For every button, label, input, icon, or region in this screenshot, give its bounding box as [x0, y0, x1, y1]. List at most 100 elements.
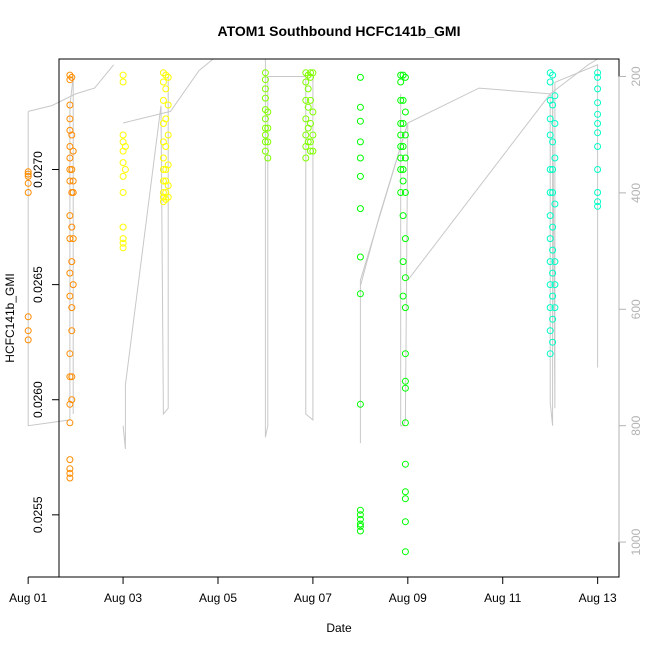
y2-tick-label: 600 — [629, 299, 643, 319]
data-point — [66, 166, 74, 173]
data-point — [159, 78, 167, 86]
data-point — [399, 212, 407, 220]
data-point — [594, 73, 602, 81]
data-point — [69, 189, 77, 196]
data-point — [66, 469, 74, 477]
data-point — [69, 281, 77, 289]
data-point — [302, 154, 310, 162]
data-point — [401, 73, 409, 81]
data-point — [302, 131, 310, 139]
data-point — [66, 400, 74, 408]
data-point — [356, 506, 364, 514]
data-point — [159, 96, 167, 104]
data-point — [397, 96, 405, 104]
data-point — [119, 239, 127, 247]
data-point — [549, 269, 557, 277]
data-point — [546, 304, 554, 312]
data-point — [307, 96, 314, 104]
data-point — [164, 101, 172, 109]
data-point — [164, 182, 172, 190]
data-point — [164, 161, 172, 169]
data-point — [264, 138, 272, 146]
data-point — [302, 115, 310, 123]
data-point — [546, 235, 554, 243]
data-point — [356, 527, 364, 535]
data-point — [24, 336, 32, 344]
data-point — [119, 172, 127, 180]
data-point — [401, 488, 409, 496]
data-point — [24, 170, 32, 178]
data-point — [66, 154, 74, 162]
data-point — [119, 235, 127, 243]
data-point — [401, 304, 409, 312]
data-point — [66, 456, 74, 464]
data-point — [401, 154, 409, 162]
data-point — [594, 69, 602, 77]
data-point — [549, 71, 557, 79]
data-point — [356, 138, 364, 146]
data-point — [401, 419, 409, 427]
data-points — [24, 69, 602, 556]
x-axis-label: Date — [326, 621, 352, 635]
data-point — [159, 177, 167, 185]
altitude-profile — [122, 76, 169, 450]
data-point — [397, 131, 405, 139]
data-point — [264, 108, 272, 116]
x-tick-label: Aug 13 — [579, 591, 617, 605]
data-point — [594, 189, 602, 196]
y-tick-label: 0.0270 — [31, 151, 45, 188]
data-point — [24, 172, 32, 180]
data-point — [594, 120, 602, 127]
y-axis-label: HCFC141b_GMI — [3, 273, 17, 362]
data-point — [69, 235, 77, 243]
data-point — [594, 85, 602, 93]
data-point — [162, 115, 170, 123]
data-point — [302, 78, 310, 86]
data-point — [162, 195, 170, 203]
data-point — [397, 78, 405, 86]
altitude-profile — [359, 93, 409, 444]
data-point — [551, 281, 559, 289]
data-point — [546, 166, 554, 173]
chart-title: ATOM1 Southbound HCFC141b_GMI — [218, 23, 461, 39]
data-point — [66, 143, 74, 150]
data-point — [119, 189, 127, 196]
data-point — [66, 419, 74, 427]
data-point — [307, 69, 314, 77]
altitude-track — [28, 64, 114, 112]
y2-tick-label: 1000 — [629, 528, 643, 555]
data-point — [594, 166, 602, 173]
data-point — [549, 138, 557, 146]
data-point — [66, 115, 74, 123]
data-point — [68, 258, 76, 266]
y2-tick-label: 200 — [629, 66, 643, 86]
data-point — [594, 99, 602, 107]
data-point — [68, 373, 76, 381]
data-point — [66, 465, 74, 473]
data-point — [119, 223, 127, 231]
data-point — [551, 92, 559, 100]
x-tick-label: Aug 11 — [484, 591, 521, 605]
data-point — [68, 166, 76, 173]
y2-tick-label: 400 — [629, 183, 643, 203]
data-point — [356, 515, 364, 523]
data-point — [356, 154, 364, 162]
data-point — [66, 101, 74, 109]
data-point — [401, 548, 409, 556]
data-point — [261, 147, 269, 155]
data-point — [399, 292, 407, 300]
data-point — [356, 290, 364, 298]
data-point — [261, 85, 269, 93]
data-point — [164, 73, 172, 81]
altitude-track — [122, 58, 214, 124]
altitude-profile — [27, 76, 74, 427]
data-point — [546, 327, 554, 335]
data-point — [401, 384, 409, 392]
data-point — [261, 124, 269, 132]
y-tick-label: 0.0265 — [31, 266, 45, 303]
data-point — [66, 350, 74, 358]
data-point — [356, 400, 364, 408]
data-point — [397, 120, 405, 127]
data-point — [594, 198, 602, 206]
data-point — [549, 189, 557, 196]
